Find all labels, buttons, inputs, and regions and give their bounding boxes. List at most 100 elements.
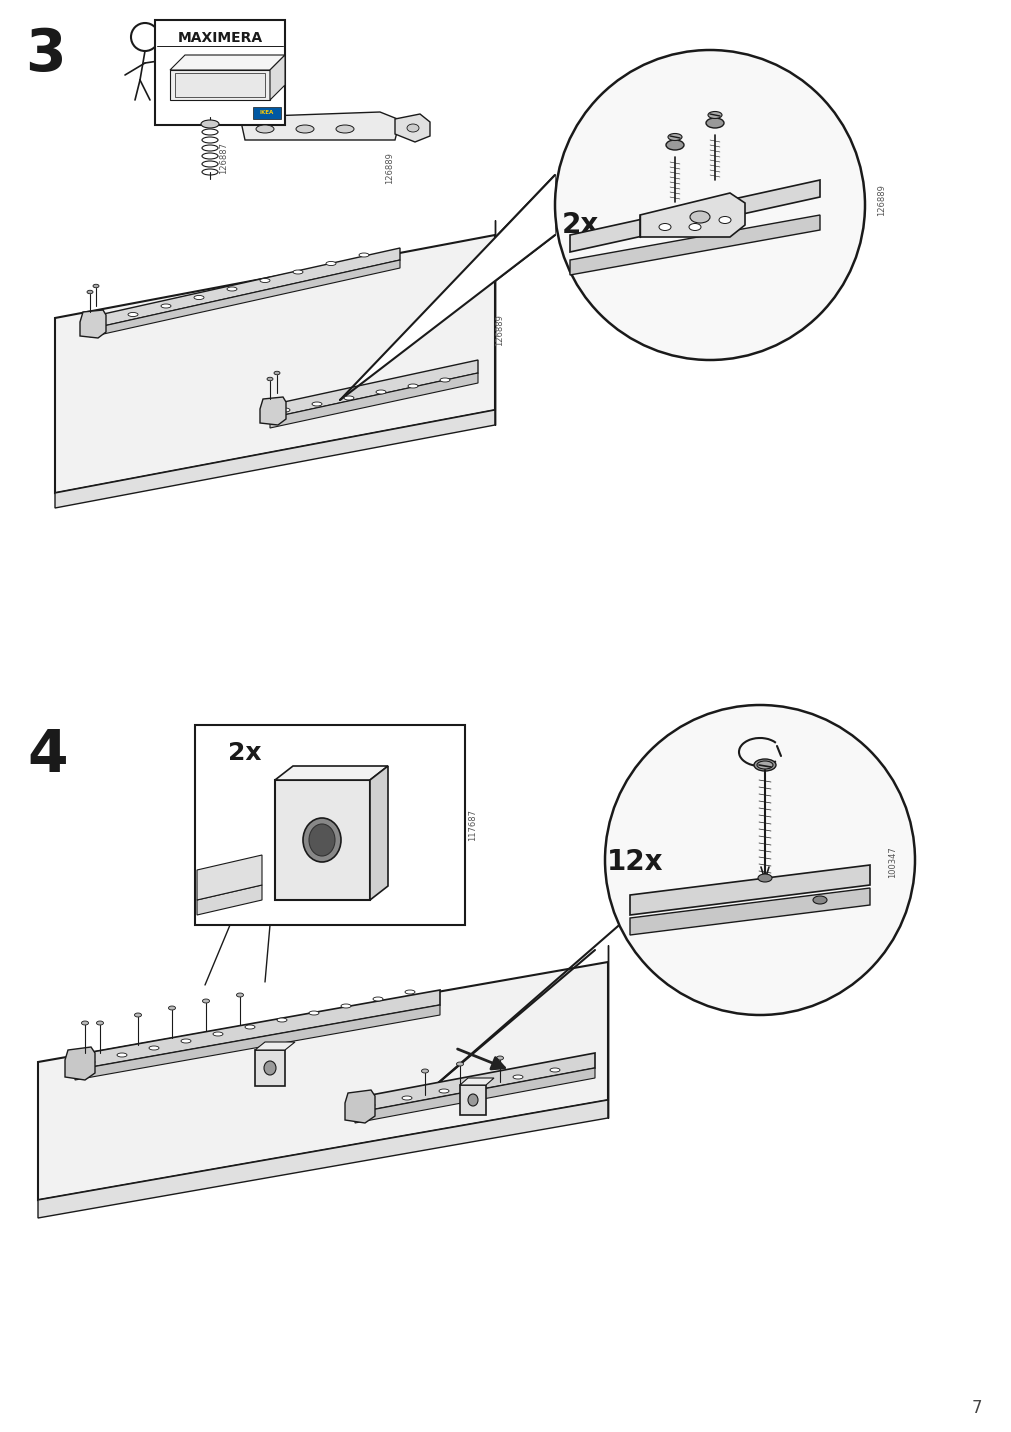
Polygon shape: [270, 54, 285, 100]
Polygon shape: [175, 73, 265, 97]
Ellipse shape: [373, 997, 382, 1001]
Ellipse shape: [308, 1011, 318, 1015]
Ellipse shape: [690, 211, 710, 223]
Text: 12x: 12x: [607, 848, 662, 876]
Ellipse shape: [667, 133, 681, 140]
Ellipse shape: [407, 384, 418, 388]
Ellipse shape: [260, 278, 270, 282]
Ellipse shape: [134, 1012, 142, 1017]
Ellipse shape: [85, 1060, 95, 1064]
Text: 2x: 2x: [561, 211, 599, 239]
Ellipse shape: [95, 321, 105, 325]
Polygon shape: [275, 766, 387, 780]
Ellipse shape: [718, 216, 730, 223]
Polygon shape: [630, 888, 869, 935]
Circle shape: [554, 50, 864, 359]
Bar: [253, 107, 281, 119]
Polygon shape: [355, 1053, 594, 1113]
Ellipse shape: [756, 760, 772, 769]
Ellipse shape: [267, 377, 273, 381]
Text: 126887: 126887: [219, 142, 228, 175]
Text: 2x: 2x: [228, 740, 262, 765]
Polygon shape: [197, 885, 262, 915]
Ellipse shape: [280, 408, 290, 412]
Ellipse shape: [311, 402, 321, 407]
Ellipse shape: [757, 874, 771, 882]
Ellipse shape: [293, 271, 302, 274]
Polygon shape: [345, 1090, 375, 1123]
Ellipse shape: [753, 759, 775, 770]
Polygon shape: [197, 855, 262, 899]
Polygon shape: [460, 1078, 493, 1085]
Ellipse shape: [422, 1070, 428, 1073]
Ellipse shape: [708, 112, 721, 119]
Ellipse shape: [212, 1032, 222, 1035]
Ellipse shape: [326, 262, 336, 265]
Ellipse shape: [658, 223, 670, 231]
Text: 4: 4: [27, 726, 69, 783]
Polygon shape: [394, 115, 430, 142]
Ellipse shape: [475, 1083, 485, 1085]
Ellipse shape: [82, 1021, 88, 1025]
Ellipse shape: [93, 284, 99, 288]
Bar: [155, 20, 285, 125]
Ellipse shape: [226, 286, 237, 291]
Ellipse shape: [365, 1103, 375, 1107]
Ellipse shape: [439, 1088, 449, 1093]
Ellipse shape: [344, 397, 354, 400]
Ellipse shape: [401, 1095, 411, 1100]
Ellipse shape: [496, 1055, 503, 1060]
Ellipse shape: [96, 1021, 103, 1025]
Text: 100347: 100347: [888, 846, 897, 878]
Ellipse shape: [665, 140, 683, 150]
Polygon shape: [75, 990, 440, 1070]
Ellipse shape: [117, 1053, 126, 1057]
Ellipse shape: [359, 253, 369, 256]
Polygon shape: [65, 1047, 95, 1080]
Ellipse shape: [341, 1004, 351, 1008]
Polygon shape: [569, 215, 819, 275]
Ellipse shape: [812, 896, 826, 904]
Ellipse shape: [181, 1040, 191, 1042]
Ellipse shape: [277, 1018, 287, 1022]
Ellipse shape: [237, 992, 244, 997]
Ellipse shape: [274, 371, 280, 375]
Polygon shape: [275, 780, 370, 899]
Polygon shape: [270, 359, 477, 418]
Polygon shape: [255, 1042, 295, 1050]
Ellipse shape: [467, 1094, 477, 1106]
Ellipse shape: [202, 1000, 209, 1002]
Bar: [195, 725, 464, 925]
Ellipse shape: [256, 125, 274, 133]
Polygon shape: [90, 248, 399, 329]
Polygon shape: [430, 919, 625, 1090]
Polygon shape: [340, 175, 554, 400]
Polygon shape: [170, 70, 270, 100]
Polygon shape: [240, 112, 399, 140]
Ellipse shape: [161, 304, 171, 308]
Polygon shape: [370, 766, 387, 899]
Ellipse shape: [706, 117, 723, 127]
Ellipse shape: [202, 120, 217, 127]
Text: 117687: 117687: [468, 809, 477, 841]
Ellipse shape: [308, 823, 335, 856]
Polygon shape: [260, 397, 286, 425]
Text: IKEA: IKEA: [260, 110, 274, 116]
Ellipse shape: [302, 818, 341, 862]
Text: MAXIMERA: MAXIMERA: [177, 32, 262, 44]
Polygon shape: [38, 962, 608, 1200]
Text: 3: 3: [24, 27, 66, 83]
Polygon shape: [90, 261, 399, 337]
Polygon shape: [255, 1050, 285, 1085]
Polygon shape: [460, 1085, 485, 1116]
Text: 126887: 126887: [650, 139, 659, 170]
Ellipse shape: [688, 223, 701, 231]
Polygon shape: [38, 1100, 608, 1219]
Ellipse shape: [406, 125, 419, 132]
Polygon shape: [270, 372, 477, 428]
Text: 126889: 126889: [877, 185, 886, 216]
Polygon shape: [55, 235, 494, 493]
Text: 7: 7: [971, 1399, 981, 1418]
Text: 126889: 126889: [495, 314, 504, 347]
Ellipse shape: [513, 1075, 523, 1078]
